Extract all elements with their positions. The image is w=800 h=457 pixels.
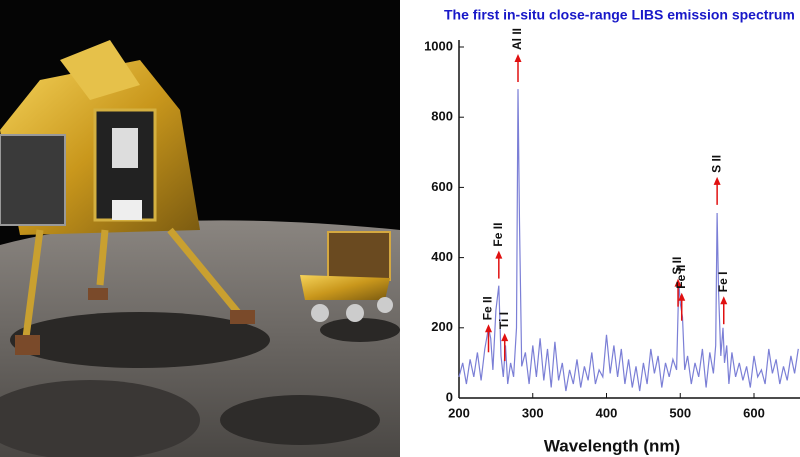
y-tick-label: 600 <box>431 179 453 194</box>
annotation-label: Fe II <box>674 265 688 289</box>
y-tick-label: 1000 <box>424 38 453 53</box>
annotation-arrowhead <box>713 176 721 185</box>
annotation-arrowhead <box>674 278 682 287</box>
annotation-arrowhead <box>501 333 509 342</box>
x-tick-label: 600 <box>743 405 765 420</box>
chart-title: The first in-situ close-range LIBS emiss… <box>444 7 795 23</box>
annotation-label: Fe I <box>716 272 730 293</box>
peak-annotation: Fe II <box>491 223 505 279</box>
peak-annotation: Fe II <box>481 296 495 353</box>
annotation-arrowhead <box>485 324 492 333</box>
annotation-arrowhead <box>514 54 522 63</box>
peak-annotation: Fe I <box>716 272 730 325</box>
lander-photo <box>0 0 400 457</box>
y-tick-label: 0 <box>446 389 453 404</box>
y-tick-label: 200 <box>431 319 453 334</box>
annotation-arrowhead <box>720 296 728 305</box>
peak-annotation: S II <box>670 257 684 307</box>
annotation-label: Fe II <box>491 223 505 247</box>
annotation-label: Fe II <box>481 296 495 320</box>
peak-annotation: S II <box>709 155 723 205</box>
peak-annotation: Fe II <box>674 265 688 321</box>
y-tick-label: 800 <box>431 109 453 124</box>
chart-background <box>400 0 800 457</box>
x-tick-label: 400 <box>596 405 618 420</box>
annotation-label: S II <box>709 155 723 173</box>
spectrum-line <box>458 89 799 392</box>
peak-annotation: Al II <box>510 28 524 83</box>
annotation-label: Ti I <box>497 312 511 329</box>
x-tick-label: 200 <box>448 405 470 420</box>
peak-annotation: Ti I <box>497 312 511 362</box>
annotation-arrowhead <box>678 292 686 301</box>
annotation-label: Al II <box>510 28 524 50</box>
y-tick-label: 400 <box>431 249 453 264</box>
annotation-arrowhead <box>495 250 503 259</box>
annotation-label: S II <box>670 257 684 275</box>
x-tick-label: 500 <box>669 405 691 420</box>
x-axis-label: Wavelength (nm) <box>544 436 680 455</box>
x-tick-label: 300 <box>522 405 544 420</box>
